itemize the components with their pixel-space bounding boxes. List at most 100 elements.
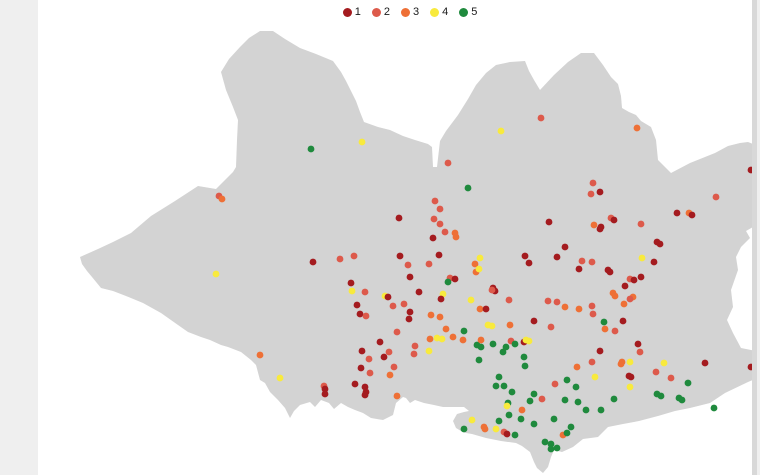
map-dot[interactable] [393,328,401,336]
map-dot[interactable] [547,323,555,331]
map-dot[interactable] [530,317,538,325]
map-dot[interactable] [600,318,608,326]
vertical-scrollbar[interactable] [752,0,760,475]
map-dot[interactable] [361,288,369,296]
map-dot[interactable] [627,373,635,381]
map-dot[interactable] [637,273,645,281]
map-dot[interactable] [425,260,433,268]
map-dot[interactable] [471,260,479,268]
map-dot[interactable] [309,258,317,266]
map-dot[interactable] [503,430,511,438]
map-dot[interactable] [503,402,511,410]
map-dot[interactable] [619,317,627,325]
map-dot[interactable] [353,301,361,309]
map-dot[interactable] [587,190,595,198]
map-dot[interactable] [276,374,284,382]
map-dot[interactable] [590,221,598,229]
map-dot[interactable] [588,258,596,266]
map-dot[interactable] [538,395,546,403]
map-dot[interactable] [348,287,356,295]
map-dot[interactable] [701,359,709,367]
map-dot[interactable] [452,233,460,241]
map-dot[interactable] [547,440,555,448]
legend-item[interactable]: 5 [459,6,477,18]
map-dot[interactable] [530,420,538,428]
map-dot[interactable] [499,348,507,356]
map-dot[interactable] [588,358,596,366]
map-dot[interactable] [476,305,484,313]
region-dot-map[interactable] [38,0,760,475]
map-dot[interactable] [617,360,625,368]
map-dot[interactable] [495,373,503,381]
map-dot[interactable] [545,218,553,226]
map-dot[interactable] [611,292,619,300]
map-dot[interactable] [653,390,661,398]
map-dot[interactable] [567,423,575,431]
legend-item[interactable]: 1 [342,6,361,18]
map-dot[interactable] [520,353,528,361]
map-dot[interactable] [511,431,519,439]
map-dot[interactable] [572,383,580,391]
map-dot[interactable] [476,254,484,262]
map-dot[interactable] [626,383,634,391]
map-dot[interactable] [633,124,641,132]
map-dot[interactable] [477,336,485,344]
map-dot[interactable] [606,268,614,276]
map-dot[interactable] [380,353,388,361]
map-dot[interactable] [488,322,496,330]
map-dot[interactable] [626,295,634,303]
map-dot[interactable] [475,356,483,364]
map-dot[interactable] [482,305,490,313]
map-dot[interactable] [508,388,516,396]
map-dot[interactable] [525,259,533,267]
scrollbar-thumb[interactable] [752,0,757,475]
map-dot[interactable] [611,327,619,335]
map-dot[interactable] [630,276,638,284]
map-dot[interactable] [544,297,552,305]
map-dot[interactable] [550,415,558,423]
map-dot[interactable] [637,220,645,228]
map-dot[interactable] [712,193,720,201]
map-dot[interactable] [415,288,423,296]
map-dot[interactable] [652,368,660,376]
map-dot[interactable] [634,340,642,348]
map-dot[interactable] [656,240,664,248]
map-dot[interactable] [384,293,392,301]
map-dot[interactable] [436,220,444,228]
map-dot[interactable] [425,347,433,355]
map-dot[interactable] [537,114,545,122]
map-dot[interactable] [596,347,604,355]
legend-item[interactable]: 3 [400,6,419,18]
map-dot[interactable] [561,303,569,311]
map-dot[interactable] [351,380,359,388]
map-dot[interactable] [574,398,582,406]
map-dot[interactable] [589,310,597,318]
map-dot[interactable] [492,425,500,433]
map-dot[interactable] [362,312,370,320]
legend-item[interactable]: 2 [371,6,390,18]
map-dot[interactable] [688,211,696,219]
map-dot[interactable] [506,321,514,329]
map-dot[interactable] [350,252,358,260]
map-dot[interactable] [436,313,444,321]
map-dot[interactable] [575,265,583,273]
map-dot[interactable] [435,251,443,259]
map-dot[interactable] [429,234,437,242]
map-dot[interactable] [464,184,472,192]
map-dot[interactable] [361,391,369,399]
map-dot[interactable] [468,416,476,424]
map-dot[interactable] [492,382,500,390]
map-dot[interactable] [358,347,366,355]
map-dot[interactable] [526,397,534,405]
map-dot[interactable] [610,395,618,403]
map-dot[interactable] [573,363,581,371]
map-dot[interactable] [444,159,452,167]
map-dot[interactable] [256,351,264,359]
map-dot[interactable] [406,273,414,281]
map-dot[interactable] [596,225,604,233]
map-dot[interactable] [400,300,408,308]
map-dot[interactable] [427,311,435,319]
map-dot[interactable] [336,255,344,263]
map-dot[interactable] [667,374,675,382]
map-dot[interactable] [449,333,457,341]
